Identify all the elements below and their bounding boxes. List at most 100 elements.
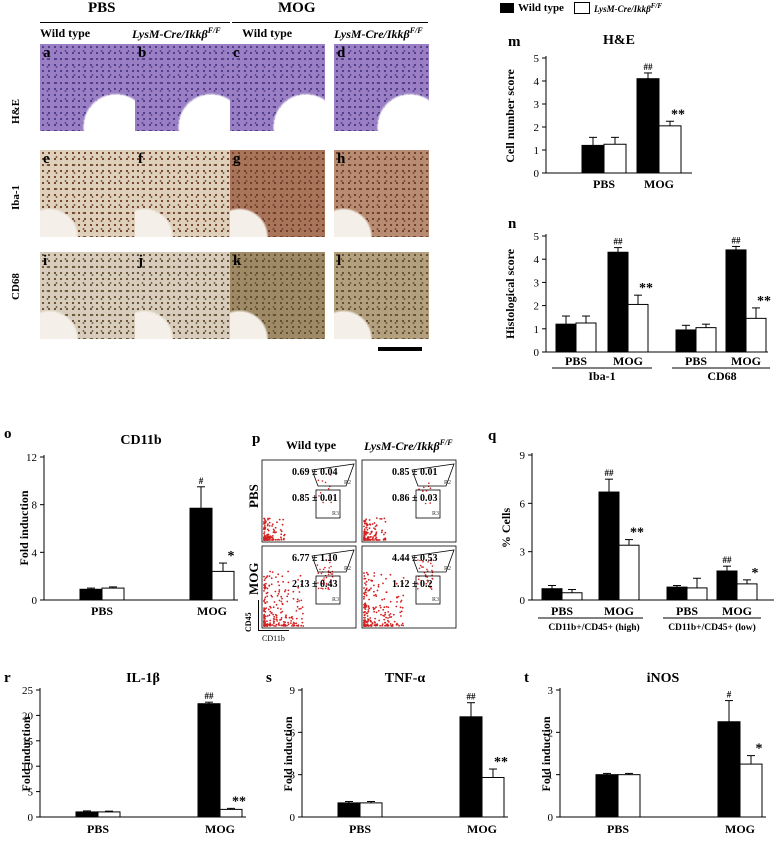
flow-event — [266, 575, 269, 577]
flow-event — [264, 577, 267, 580]
flow-event — [363, 623, 366, 625]
flow-event — [263, 528, 265, 531]
flow-event — [363, 530, 366, 532]
flow-event — [399, 611, 402, 614]
y-tick-label: 5 — [534, 53, 540, 65]
flow-event — [330, 501, 332, 504]
flow-event — [292, 590, 295, 593]
flow-event — [273, 620, 275, 623]
flow-event — [429, 487, 432, 489]
flow-event — [422, 560, 424, 563]
flow-event — [263, 600, 265, 602]
flow-event — [331, 573, 334, 575]
flow-event — [369, 536, 371, 538]
flow-event — [263, 538, 265, 541]
flow-event — [291, 615, 293, 618]
flow-event — [383, 533, 385, 536]
chart-q: q % Cells 0 3 6 9 PBS ## ** MOG PBS ## * MOG CD11b+/CD… — [488, 428, 774, 633]
flow-event — [389, 573, 392, 576]
flow-event — [300, 583, 303, 586]
flow-event — [364, 582, 366, 584]
significance-mark: ## — [644, 62, 654, 72]
flow-event — [379, 518, 382, 520]
flow-event — [323, 577, 325, 579]
y-tick-label: 2 — [534, 122, 540, 134]
flow-plot-pbs_wild: R2 R3 0.69 ± 0.04 0.85 ± 0.01 — [261, 459, 357, 543]
flow-event — [278, 584, 280, 587]
chart-title: iNOS — [647, 671, 680, 686]
y-tick-label: 8 — [32, 500, 38, 512]
flow-event — [268, 614, 271, 617]
flow-event — [274, 625, 277, 627]
flow-event — [297, 586, 300, 589]
flow-event — [272, 606, 275, 609]
flow-event — [364, 604, 367, 607]
flow-event — [272, 618, 275, 620]
flow-event — [285, 614, 287, 617]
flow-event — [421, 566, 423, 568]
flow-event — [263, 531, 266, 533]
flow-event — [367, 524, 369, 526]
category-label: MOG — [725, 822, 755, 836]
flow-plot-mog_mut: R2 R3 4.44 ± 0.53 1.12 ± 0.2 — [361, 545, 457, 629]
flow-event — [319, 568, 321, 571]
flow-event — [367, 618, 370, 621]
flow-event — [330, 573, 332, 575]
significance-mark: ## — [732, 235, 742, 245]
flow-event — [278, 589, 281, 591]
flow-event — [266, 587, 269, 590]
y-axis-label: % Cells — [499, 508, 513, 549]
flow-event — [400, 615, 402, 617]
flow-event — [281, 575, 284, 578]
y-tick-label: 2 — [534, 301, 540, 313]
flow-event — [363, 592, 365, 595]
flow-event — [426, 579, 429, 582]
flow-event — [270, 594, 273, 597]
col-mut-1: LysM-Cre/IkkβF/F — [132, 26, 221, 41]
micrograph-i: i — [40, 252, 135, 339]
flow-event — [296, 605, 299, 608]
y-tick-label: 6 — [520, 498, 526, 510]
y-tick-label: 6 — [290, 727, 296, 739]
category-label: MOG — [613, 354, 643, 368]
bar-wild-type — [541, 588, 563, 601]
flow-event — [278, 599, 281, 602]
micrograph-e: e — [40, 150, 135, 237]
flow-event — [363, 606, 365, 609]
micrograph-k: k — [230, 252, 325, 339]
flow-event — [368, 625, 370, 627]
flow-event — [290, 622, 292, 624]
flow-axis-x: CD11b — [262, 634, 285, 643]
flow-event — [396, 596, 398, 598]
flow-event — [365, 612, 368, 615]
flow-event — [365, 583, 367, 586]
flow-event — [269, 539, 271, 541]
group-label: CD11b+/CD45+ (high) — [548, 622, 639, 633]
flow-event — [363, 528, 366, 531]
flow-event — [428, 482, 430, 484]
flow-event — [417, 588, 419, 590]
flow-value-r2: 0.85 ± 0.01 — [392, 467, 438, 478]
flow-event — [363, 520, 366, 522]
flow-event — [368, 598, 370, 601]
flow-gate-r3 — [315, 575, 341, 605]
flow-event — [363, 625, 365, 627]
flow-event — [293, 622, 296, 625]
significance-mark: ## — [205, 691, 215, 701]
flow-event — [295, 622, 298, 625]
flow-event — [271, 523, 274, 526]
significance-mark: ** — [232, 794, 246, 809]
flow-event — [428, 585, 431, 588]
y-tick-label: 20 — [22, 710, 34, 722]
flow-event — [282, 621, 285, 623]
flow-event — [266, 623, 268, 626]
header-pbs: PBS — [88, 0, 116, 16]
flow-event — [367, 538, 370, 540]
flow-event — [263, 613, 266, 616]
flow-event — [275, 614, 278, 617]
flow-gate-r3-label: R3 — [332, 511, 339, 517]
y-axis-label: Fold induction — [19, 716, 33, 791]
flow-event — [287, 570, 289, 573]
panel-letter-r: r — [4, 670, 11, 686]
flow-event — [365, 580, 368, 583]
